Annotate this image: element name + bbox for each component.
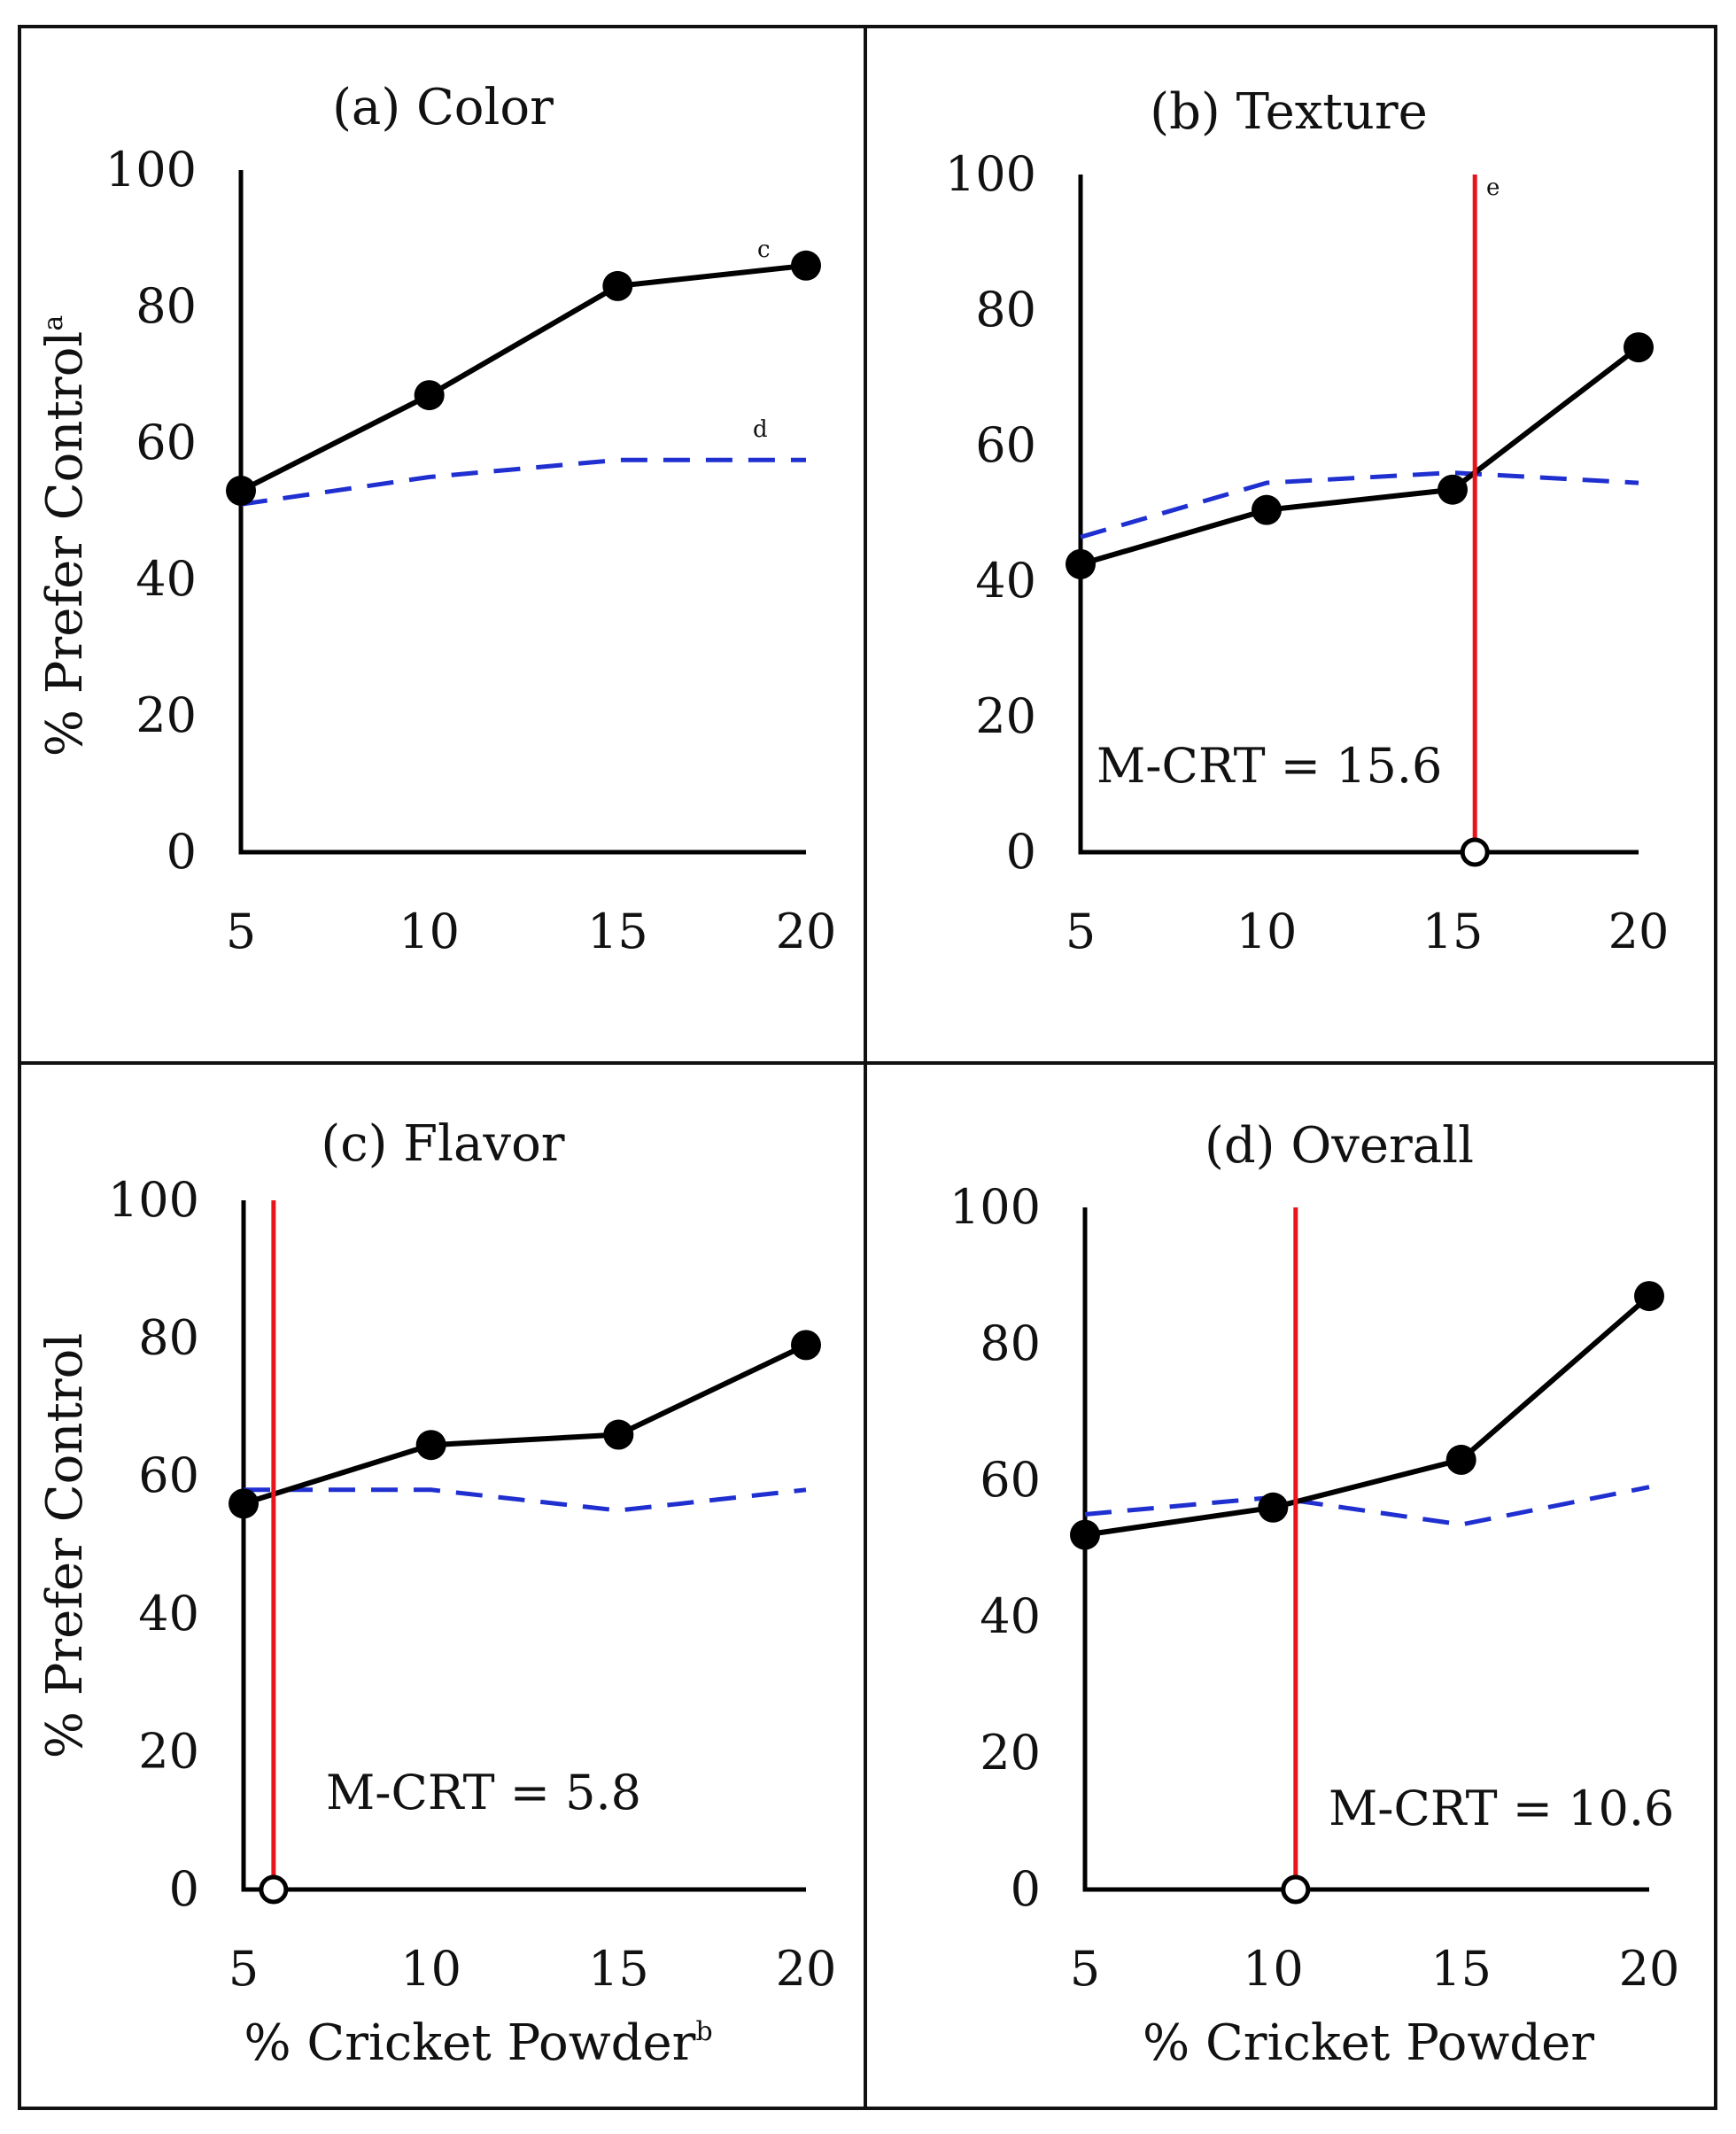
panel-c-mcrt-label: M-CRT = 5.8	[326, 1765, 641, 1820]
panel-d-mcrt-marker	[1281, 1874, 1311, 1905]
panel-b-point-5	[1066, 548, 1096, 579]
panel-a-point-5	[226, 475, 256, 506]
panel-d-ytick-80: 80	[980, 1315, 1041, 1371]
panel-c-point-5	[229, 1488, 259, 1519]
panel-a-note-c: c	[757, 237, 771, 263]
panel-a-ytick-20: 20	[136, 687, 197, 743]
panel-a-ylabel: % Prefer Controla	[36, 315, 94, 757]
panel-c-ylabel: % Prefer Control	[36, 1333, 94, 1759]
panel-d-point-15	[1445, 1444, 1476, 1475]
panel-d-axes	[1082, 1207, 1649, 1892]
panel-b-ytick-60: 60	[975, 417, 1036, 473]
panel-c-axes	[241, 1200, 806, 1892]
panel-d-point-20	[1634, 1281, 1664, 1312]
panel-b-point-15	[1438, 474, 1468, 505]
panel-c-xtick-10: 10	[400, 1941, 461, 1997]
panel-a-preference-line	[239, 262, 807, 493]
panel-c-ytick-60: 60	[138, 1447, 199, 1503]
panel-d-xlabel: % Cricket Powder	[1143, 2014, 1594, 2072]
panel-c-title: (c) Flavor	[321, 1115, 564, 1173]
panel-a-ytick-100: 100	[105, 142, 197, 198]
panel-d-xtick-10: 10	[1243, 1941, 1304, 1997]
panel-c-xtick-15: 15	[588, 1941, 649, 1997]
panel-b-title: (b) Texture	[1150, 83, 1428, 141]
panel-a-point-20	[791, 250, 821, 281]
panel-b-ytick-100: 100	[945, 146, 1036, 202]
panel-d-ytick-0: 0	[1011, 1861, 1041, 1917]
panel-a-ytick-80: 80	[136, 278, 197, 334]
panel-c-ytick-100: 100	[108, 1172, 199, 1228]
panel-d-threshold-line	[1084, 1485, 1650, 1527]
panel-b-note-e: e	[1486, 175, 1500, 201]
panel-d-xtick-20: 20	[1619, 1941, 1680, 1997]
panel-d-border	[864, 1061, 1717, 2110]
panel-d-ytick-100: 100	[949, 1179, 1041, 1235]
panel-d-xtick-15: 15	[1430, 1941, 1492, 1997]
panel-a-ytick-40: 40	[136, 551, 197, 607]
panel-c-xtick-5: 5	[229, 1941, 259, 1997]
panel-c-threshold-line	[244, 1487, 807, 1513]
panel-a-axes	[238, 170, 806, 855]
panel-c-xlabel: % Cricket Powderb	[244, 2014, 712, 2072]
panel-c-ytick-0: 0	[169, 1861, 199, 1917]
panel-b-xtick-20: 20	[1608, 904, 1670, 959]
panel-b-ytick-0: 0	[1006, 824, 1036, 880]
panel-a-ytick-0: 0	[167, 824, 197, 880]
panel-d-ytick-20: 20	[980, 1725, 1041, 1781]
panel-b-xtick-5: 5	[1066, 904, 1096, 959]
panel-b-axes	[1078, 175, 1639, 855]
panel-d-title: (d) Overall	[1205, 1117, 1474, 1175]
panel-a-threshold-line	[240, 457, 806, 507]
panel-c-point-15	[603, 1419, 634, 1450]
panel-d-point-10	[1258, 1492, 1289, 1523]
panel-b-xtick-10: 10	[1236, 904, 1298, 959]
panel-a-note-d: d	[753, 416, 768, 443]
panel-flavor-chart: (c) Flavor % Prefer Control % Cricket Po…	[36, 1115, 836, 2072]
panel-c-xtick-20: 20	[776, 1941, 837, 1997]
panel-c-preference-line	[243, 1342, 808, 1507]
panel-color-chart: (a) Color % Prefer Controla 0 20 40 60 80 100…	[36, 79, 836, 959]
panel-c-point-20	[791, 1330, 821, 1361]
panel-b-point-10	[1252, 494, 1282, 525]
panel-c-ytick-40: 40	[138, 1586, 199, 1641]
panel-a-xtick-5: 5	[226, 904, 256, 959]
panel-a-point-10	[414, 380, 445, 411]
panel-b-ytick-20: 20	[975, 688, 1036, 744]
panel-d-preference-line	[1084, 1293, 1651, 1538]
panel-d-xtick-5: 5	[1070, 1941, 1100, 1997]
panel-c-point-10	[415, 1430, 446, 1461]
panel-d-ytick-40: 40	[980, 1588, 1041, 1644]
panel-b-point-20	[1624, 332, 1654, 363]
panel-b-preference-line	[1080, 345, 1640, 567]
panel-texture-chart: (b) Texture 0 20 40 60 80 100 5 10 15 20 M-CRT =…	[945, 83, 1669, 959]
panel-c-ytick-20: 20	[138, 1723, 199, 1779]
panel-a-xtick-20: 20	[776, 904, 837, 959]
panel-d-ytick-60: 60	[980, 1452, 1041, 1508]
panel-b-xtick-15: 15	[1422, 904, 1484, 959]
panel-c-mcrt-marker	[259, 1874, 289, 1905]
panel-a-title: (a) Color	[332, 79, 554, 136]
panel-b-ytick-40: 40	[975, 553, 1036, 609]
panel-b-ytick-80: 80	[975, 282, 1036, 338]
panel-a-ytick-60: 60	[136, 415, 197, 470]
panel-d-mcrt-label: M-CRT = 10.6	[1329, 1781, 1674, 1836]
panel-a-point-15	[602, 270, 633, 301]
panel-b-mcrt-marker	[1460, 837, 1490, 867]
panel-b-threshold-line	[1080, 470, 1639, 539]
panel-a-xtick-10: 10	[399, 904, 460, 959]
panel-a-xtick-15: 15	[587, 904, 648, 959]
panel-c-ytick-80: 80	[138, 1310, 199, 1366]
panel-d-point-5	[1070, 1519, 1100, 1550]
panel-overall-chart: (d) Overall % Cricket Powder 0 20 40 60 80 10…	[949, 1117, 1679, 2072]
panel-b-mcrt-label: M-CRT = 15.6	[1097, 738, 1442, 794]
